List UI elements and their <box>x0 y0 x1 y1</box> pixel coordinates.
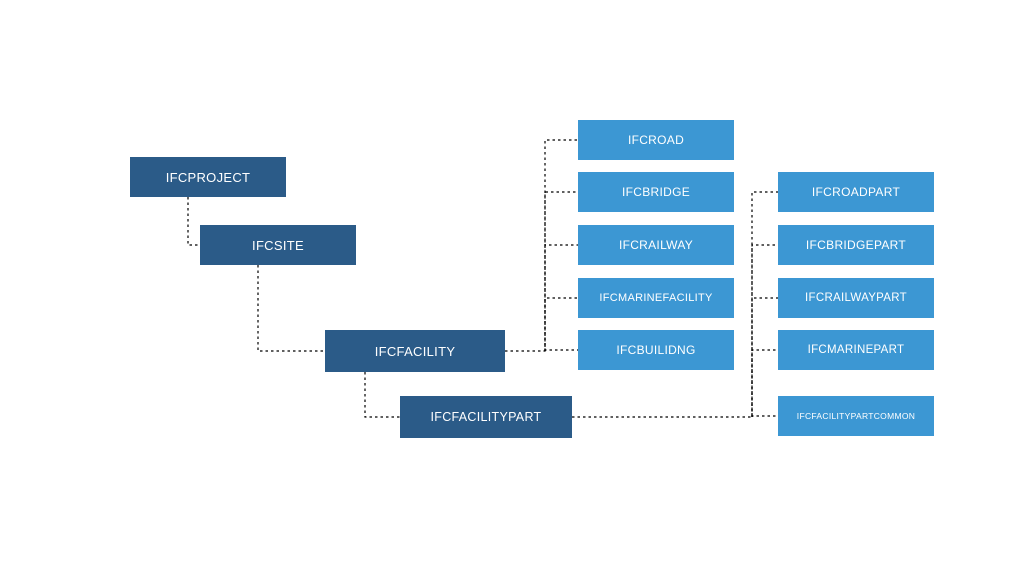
node-label: IFCPROJECT <box>166 170 251 185</box>
edge-ifcsite-ifcfacility <box>258 265 325 351</box>
node-label: IFCSITE <box>252 238 304 253</box>
node-label: IFCRAILWAY <box>619 238 693 252</box>
diagram-stage: IFCPROJECT IFCSITE IFCFACILITY IFCFACILITYP… <box>0 0 1024 576</box>
node-ifcrailwaypart: IFCRAILWAYPART <box>778 278 934 318</box>
node-ifcroadpart: IFCROADPART <box>778 172 934 212</box>
edge-ifcfacilitypart-ifcbridgepart <box>752 245 778 417</box>
edge-ifcfacility-ifcbridge <box>545 192 578 351</box>
node-ifcbridgepart: IFCBRIDGEPART <box>778 225 934 265</box>
edge-ifcproject-ifcsite <box>188 197 200 245</box>
node-ifcfacility: IFCFACILITY <box>325 330 505 372</box>
node-label: IFCBRIDGE <box>622 185 690 199</box>
node-label: IFCFACILITYPART <box>430 410 541 424</box>
node-label: IFCRAILWAYPART <box>805 292 907 304</box>
node-label: IFCROADPART <box>812 185 900 199</box>
node-ifcfacilitypartcommon: IFCFACILITYPARTCOMMON <box>778 396 934 436</box>
node-label: IFCFACILITYPARTCOMMON <box>797 411 915 421</box>
edge-ifcfacility-ifcmarinefacility <box>545 298 578 351</box>
node-label: IFCBRIDGEPART <box>806 238 906 252</box>
node-label: IFCBUILIDNG <box>616 343 695 357</box>
edge-ifcfacilitypart-ifcfacilitypartcommon <box>752 416 778 417</box>
node-label: IFCROAD <box>628 133 684 147</box>
node-ifcfacilitypart: IFCFACILITYPART <box>400 396 572 438</box>
node-ifcbuilding: IFCBUILIDNG <box>578 330 734 370</box>
edge-ifcfacilitypart-ifcrailwaypart <box>752 298 778 417</box>
node-ifcbridge: IFCBRIDGE <box>578 172 734 212</box>
edge-ifcfacility-ifcfacilitypart <box>365 372 400 417</box>
node-ifcmarinefacility: IFCMARINEFACILITY <box>578 278 734 318</box>
node-label: IFCMARINEPART <box>808 344 905 356</box>
node-ifcmarinepart: IFCMARINEPART <box>778 330 934 370</box>
node-ifcroad: IFCROAD <box>578 120 734 160</box>
node-label: IFCFACILITY <box>375 344 456 359</box>
edge-ifcfacility-ifcrailway <box>545 245 578 351</box>
node-ifcrailway: IFCRAILWAY <box>578 225 734 265</box>
edge-ifcfacility-ifcbuilding <box>545 350 578 351</box>
node-ifcsite: IFCSITE <box>200 225 356 265</box>
node-label: IFCMARINEFACILITY <box>599 292 712 304</box>
edge-ifcfacilitypart-ifcmarinepart <box>752 350 778 417</box>
node-ifcproject: IFCPROJECT <box>130 157 286 197</box>
edge-ifcfacility-ifcroad <box>505 140 578 351</box>
